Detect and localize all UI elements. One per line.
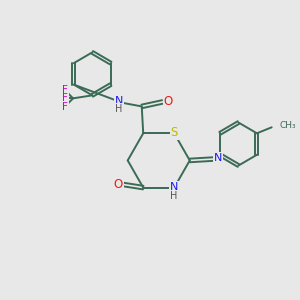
Text: F: F	[62, 93, 68, 103]
Text: F: F	[62, 85, 68, 95]
Text: H: H	[170, 191, 177, 201]
Text: N: N	[169, 182, 178, 192]
Text: H: H	[115, 104, 123, 114]
Text: F: F	[62, 102, 68, 112]
Text: N: N	[115, 96, 123, 106]
Text: O: O	[113, 178, 123, 190]
Text: CH₃: CH₃	[279, 121, 296, 130]
Text: O: O	[164, 95, 173, 108]
Text: N: N	[214, 153, 223, 164]
Text: S: S	[170, 126, 178, 139]
